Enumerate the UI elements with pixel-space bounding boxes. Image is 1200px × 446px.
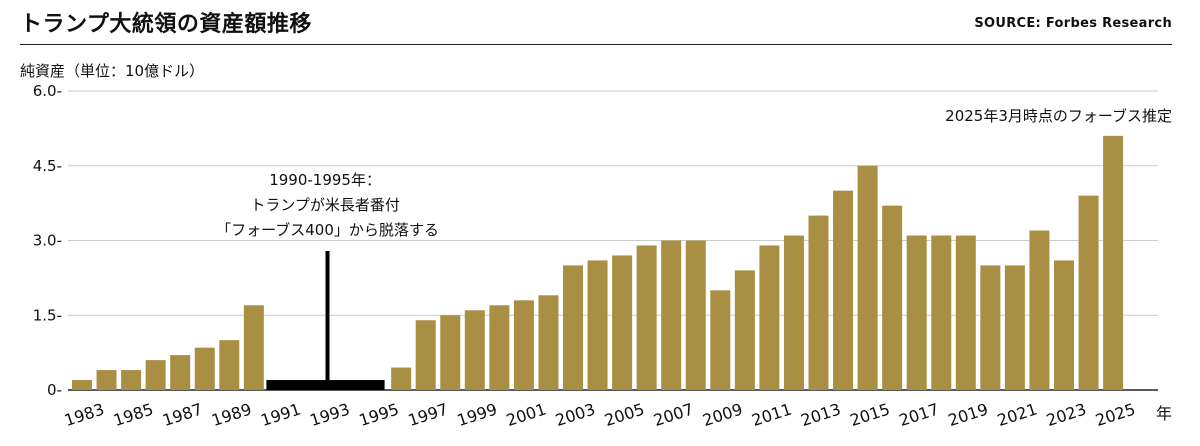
bar-1998 — [440, 315, 461, 390]
x-tick-label: 2003 — [553, 399, 598, 430]
chart-title: トランプ大統領の資産額推移 — [20, 12, 312, 37]
x-tick-label: 1983 — [62, 399, 107, 430]
gap-annotation-line-2: トランプが米長者番付 — [250, 196, 400, 214]
bar-2008 — [685, 240, 706, 390]
y-tick-label: 0- — [47, 381, 62, 399]
x-tick-label: 2019 — [946, 399, 991, 430]
x-tick-label: 2011 — [749, 399, 794, 430]
bar-1986 — [145, 360, 166, 390]
x-tick-label: 2023 — [1044, 399, 1089, 430]
x-tick-label: 2021 — [995, 399, 1040, 430]
bar-2018 — [931, 235, 952, 390]
bar-2025 — [1103, 135, 1124, 390]
bar-1988 — [194, 347, 215, 390]
bars — [72, 135, 1124, 390]
x-tick-label: 1997 — [406, 399, 451, 430]
bar-2002 — [538, 295, 559, 390]
x-tick-label: 1999 — [455, 399, 500, 430]
bar-1985 — [121, 370, 142, 390]
y-tick-label: 4.5- — [33, 157, 62, 175]
bar-1984 — [96, 370, 117, 390]
x-tick-label: 1993 — [308, 399, 353, 430]
bar-2021 — [1004, 265, 1025, 390]
x-tick-label: 1987 — [160, 399, 205, 430]
gap-annotation-text: 1990-1995年： トランプが米長者番付 「フォーブス400」から脱落する — [216, 171, 439, 239]
x-tick-label: 2007 — [651, 399, 696, 430]
bar-2011 — [759, 245, 780, 390]
latest-estimate-note: 2025年3月時点のフォーブス推定 — [945, 107, 1172, 125]
bar-1989 — [219, 340, 240, 390]
bar-2022 — [1029, 230, 1050, 390]
bar-2000 — [489, 305, 510, 390]
x-axis-unit: 年 — [1156, 404, 1172, 423]
bar-2019 — [955, 235, 976, 390]
bar-2014 — [833, 190, 854, 390]
bar-2013 — [808, 215, 829, 390]
y-axis-label: 純資産（単位：10億ドル） — [20, 62, 205, 80]
x-tick-label: 1991 — [258, 399, 303, 430]
bar-2001 — [513, 300, 534, 390]
gap-annotation-line-1: 1990-1995年： — [269, 171, 381, 189]
bar-2006 — [636, 245, 657, 390]
source-credit: SOURCE: Forbes Research — [974, 16, 1172, 31]
y-tick-label: 1.5- — [33, 306, 62, 324]
gap-period-bar — [266, 380, 385, 390]
bar-1990 — [243, 305, 264, 390]
x-tick-label: 1989 — [209, 399, 254, 430]
bar-2020 — [980, 265, 1001, 390]
bar-1997 — [415, 320, 436, 390]
x-tick-label: 2015 — [848, 399, 893, 430]
title-divider — [20, 44, 1172, 45]
y-tick-label: 3.0- — [33, 232, 62, 250]
y-tick-label: 6.0- — [33, 82, 62, 100]
x-tick-label: 1985 — [111, 399, 156, 430]
bar-1983 — [72, 380, 92, 390]
bar-2024 — [1078, 195, 1099, 390]
y-axis-ticks: 0- 1.5- 3.0- 4.5- 6.0- — [33, 82, 62, 399]
bar-1996 — [391, 367, 412, 390]
bar-2007 — [661, 240, 682, 390]
bar-2003 — [563, 265, 583, 390]
bar-2016 — [882, 205, 903, 390]
gap-annotation-line — [325, 251, 330, 381]
annotations: 1990-1995年： トランプが米長者番付 「フォーブス400」から脱落する … — [216, 107, 1172, 390]
x-tick-label: 2013 — [799, 399, 844, 430]
x-tick-label: 2005 — [602, 399, 647, 430]
x-tick-label: 1995 — [357, 399, 402, 430]
bar-2010 — [734, 270, 755, 390]
bar-2009 — [710, 290, 731, 390]
bar-2012 — [783, 235, 804, 390]
x-axis-ticks: 1983 1985 1987 1989 1991 1993 1995 1997 1999 2001… — [62, 399, 1138, 430]
bar-1999 — [464, 310, 485, 390]
bar-2017 — [906, 235, 927, 390]
x-tick-label: 2017 — [897, 399, 942, 430]
bar-2015 — [857, 165, 878, 390]
bar-2023 — [1054, 260, 1074, 390]
x-tick-label: 2001 — [504, 399, 549, 430]
bar-2004 — [587, 260, 608, 390]
bar-2005 — [612, 255, 633, 390]
gap-annotation-line-3: 「フォーブス400」から脱落する — [216, 221, 439, 239]
x-tick-label: 2009 — [700, 399, 745, 430]
x-tick-label: 2025 — [1093, 399, 1138, 430]
bar-1987 — [170, 355, 191, 390]
